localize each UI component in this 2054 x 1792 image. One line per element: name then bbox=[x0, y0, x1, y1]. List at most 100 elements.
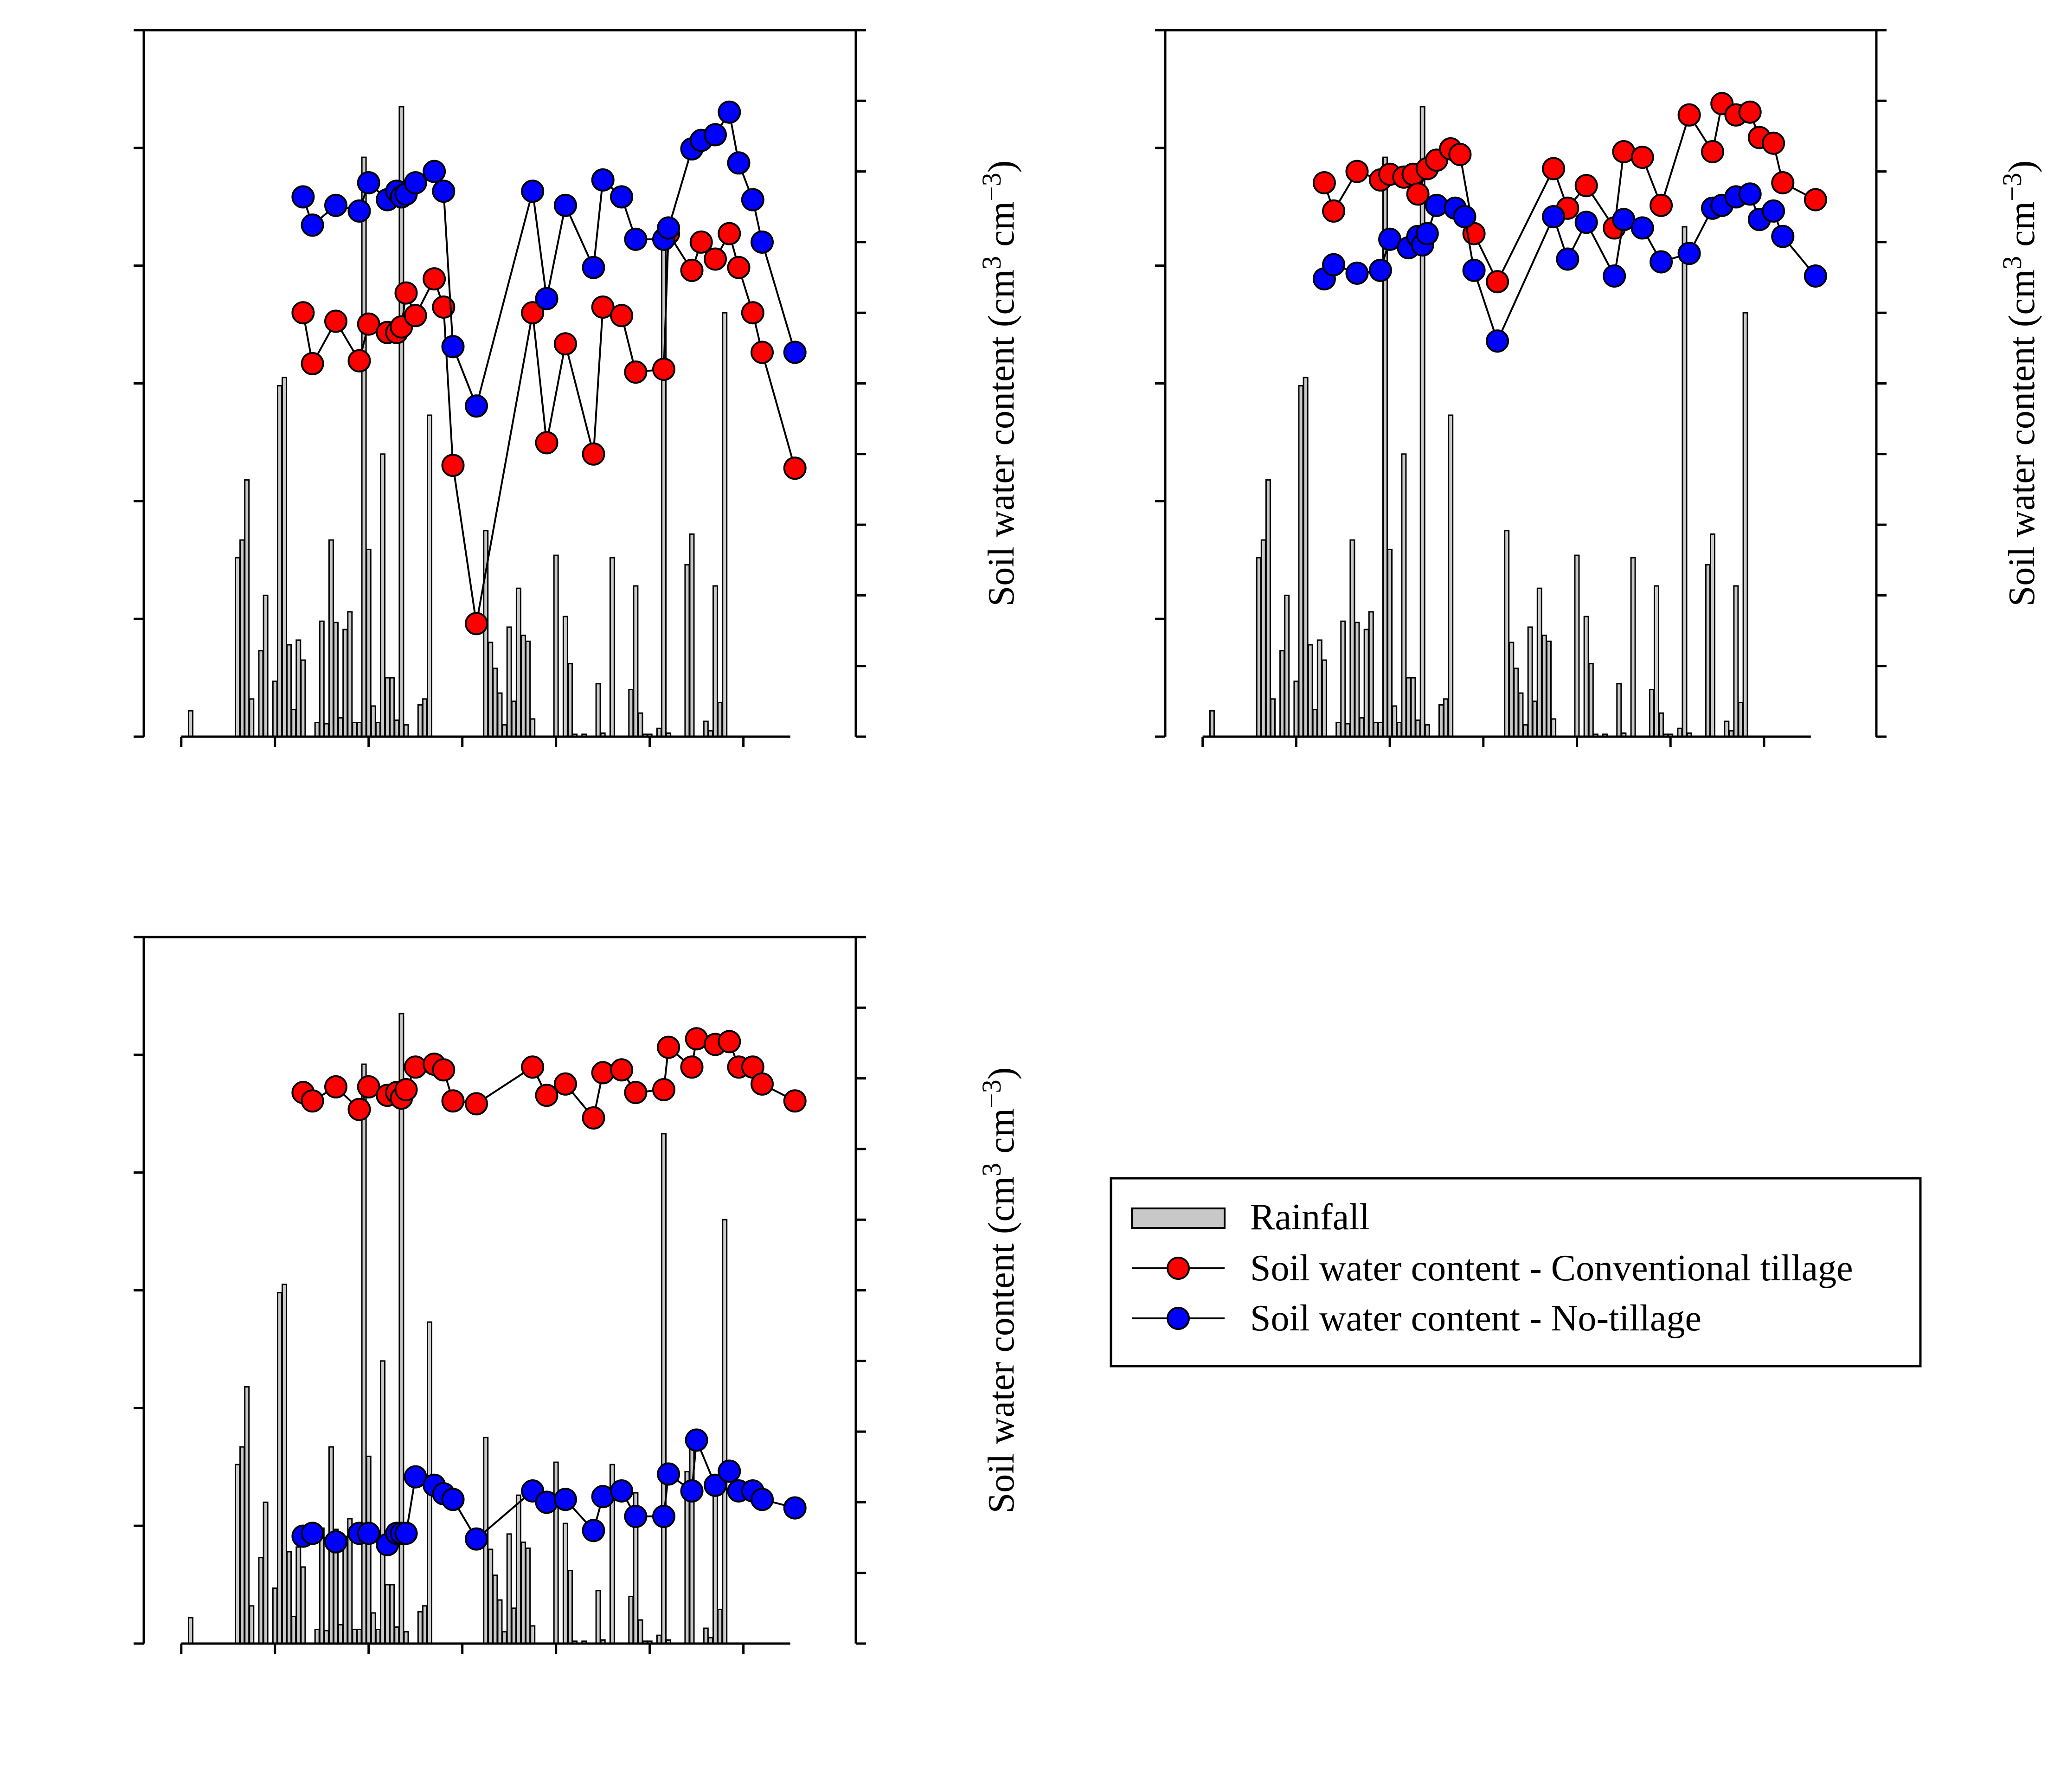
rainfall-bar bbox=[1373, 722, 1379, 738]
series-no-tillage bbox=[291, 1428, 807, 1556]
rainfall-bar bbox=[1532, 700, 1538, 738]
rainfall-bar bbox=[272, 1587, 278, 1644]
panels: Soil water content (cm3 cm−3)Soil water … bbox=[134, 29, 2042, 1654]
data-point bbox=[1345, 261, 1369, 285]
rainfall-bar bbox=[1260, 539, 1266, 738]
data-point bbox=[783, 340, 807, 364]
data-point bbox=[441, 1089, 465, 1113]
rainfall-bar bbox=[1424, 724, 1430, 738]
data-point bbox=[432, 295, 456, 319]
rainfall-bar bbox=[300, 1566, 306, 1644]
rainfall-bar bbox=[1415, 719, 1421, 738]
rainfall-bar bbox=[1406, 677, 1412, 738]
data-point bbox=[441, 454, 465, 477]
rainfall-bars bbox=[1209, 106, 1748, 738]
rainfall-bar bbox=[1401, 453, 1407, 738]
rainfall-bar bbox=[1256, 557, 1262, 738]
data-point bbox=[582, 1106, 605, 1130]
data-point bbox=[657, 1462, 680, 1486]
data-point bbox=[751, 1488, 774, 1511]
data-point bbox=[291, 301, 315, 325]
rainfall-bar bbox=[352, 1629, 358, 1644]
data-point bbox=[432, 1058, 456, 1082]
rainfall-bar bbox=[370, 705, 376, 738]
data-point bbox=[718, 1459, 741, 1483]
data-point bbox=[657, 216, 680, 240]
rainfall-bar bbox=[1513, 668, 1519, 738]
data-point bbox=[680, 1479, 704, 1503]
rainfall-bar bbox=[370, 1612, 376, 1644]
rainfall-bar bbox=[1630, 557, 1636, 738]
data-point bbox=[582, 256, 605, 279]
rainfall-bar bbox=[506, 1533, 512, 1644]
rainfall-bar bbox=[422, 698, 428, 738]
data-point bbox=[718, 1030, 741, 1053]
rainfall-bar bbox=[1583, 616, 1589, 738]
y-right-axis-title: Soil water content (cm3 cm−3) bbox=[976, 1067, 1022, 1514]
rainfall-bar bbox=[530, 1625, 536, 1644]
data-point bbox=[1762, 131, 1785, 155]
data-point bbox=[1486, 270, 1509, 294]
rainfall-bar bbox=[338, 1624, 344, 1644]
rainfall-bar bbox=[314, 1629, 320, 1644]
data-point bbox=[657, 1035, 680, 1059]
rainfall-bar bbox=[1359, 717, 1365, 738]
rainfall-bar bbox=[515, 587, 521, 738]
rainfall-bar bbox=[295, 1546, 302, 1644]
data-point bbox=[704, 1473, 727, 1497]
rainfall-bar bbox=[258, 1557, 264, 1644]
y-right-axis-title-part: Soil water content (cm bbox=[981, 270, 1022, 606]
data-point bbox=[553, 1488, 577, 1511]
legend-ct-marker bbox=[1167, 1257, 1190, 1280]
data-point bbox=[1771, 171, 1795, 194]
rainfall-bar bbox=[633, 585, 639, 738]
rainfall-bar bbox=[1742, 312, 1748, 738]
data-point bbox=[404, 171, 427, 194]
rainfall-bar bbox=[1724, 720, 1730, 738]
rainfall-bar bbox=[511, 1607, 517, 1644]
data-point bbox=[1804, 188, 1827, 212]
data-point bbox=[1322, 253, 1346, 276]
legend-box bbox=[1110, 1177, 1922, 1368]
data-point bbox=[301, 213, 324, 237]
rainfall-bar bbox=[389, 677, 395, 738]
y-right-axis-title: Soil water content (cm3 cm−3) bbox=[1997, 161, 2042, 607]
data-point bbox=[357, 1522, 380, 1545]
data-point bbox=[324, 309, 347, 333]
data-point bbox=[685, 1428, 708, 1452]
data-point bbox=[783, 456, 807, 480]
rainfall-bar bbox=[595, 683, 601, 738]
rainfall-bar bbox=[380, 453, 385, 738]
rainfall-bar bbox=[389, 1584, 395, 1644]
rainfall-bar bbox=[394, 719, 400, 738]
data-point bbox=[624, 1504, 648, 1528]
y-right-axis-title-part: cm bbox=[981, 1108, 1022, 1163]
data-point bbox=[291, 185, 315, 209]
data-point bbox=[465, 1527, 488, 1551]
rainfall-bar bbox=[417, 1611, 423, 1644]
data-point bbox=[1406, 182, 1430, 206]
data-point bbox=[718, 100, 741, 124]
panel-c: Soil water content (cm3 cm−3) bbox=[134, 936, 1022, 1654]
rainfall-bar bbox=[1649, 689, 1655, 738]
data-point bbox=[347, 349, 371, 373]
rainfall-bar bbox=[501, 724, 507, 738]
rainfall-bar bbox=[380, 1360, 385, 1644]
rainfall-bar bbox=[562, 616, 568, 738]
y-right-axis-title-part: 3 bbox=[1997, 256, 2027, 270]
data-point bbox=[718, 222, 741, 245]
data-point bbox=[394, 281, 418, 305]
y-right-axis-title-part: ) bbox=[981, 161, 1022, 173]
rainfall-bar bbox=[562, 1522, 568, 1644]
rainfall-bar bbox=[319, 1527, 325, 1644]
rainfall-bar bbox=[1349, 539, 1355, 738]
data-point bbox=[704, 247, 727, 271]
data-point bbox=[1556, 247, 1579, 271]
rainfall-bar bbox=[300, 659, 306, 738]
rainfall-bar bbox=[394, 1626, 400, 1644]
data-point bbox=[1677, 103, 1701, 127]
rainfall-bar bbox=[249, 1605, 255, 1644]
rainfall-bar bbox=[1536, 587, 1542, 738]
data-point bbox=[751, 340, 774, 364]
y-right-axis-title-part: −3 bbox=[976, 173, 1007, 201]
